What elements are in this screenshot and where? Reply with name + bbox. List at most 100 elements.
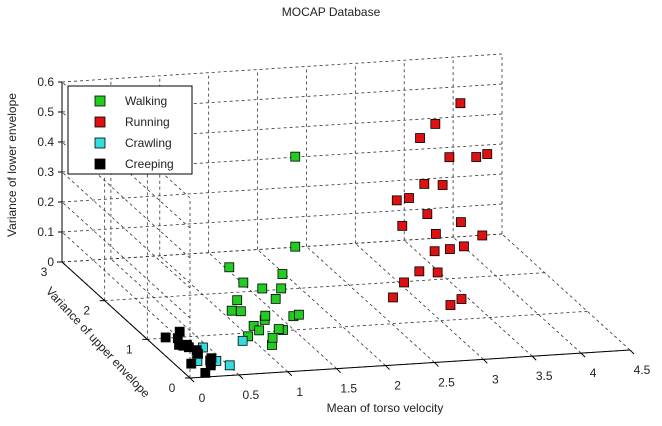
x-tick-label: 2	[394, 379, 401, 393]
legend-label: Walking	[125, 94, 167, 108]
x-tick-label: 1.5	[340, 382, 357, 396]
y-tick-label: 3	[41, 265, 48, 279]
point	[391, 195, 402, 206]
point	[445, 244, 455, 255]
z-tick-label: 0.4	[37, 135, 54, 149]
x-tick-label: 0	[199, 391, 206, 405]
point	[193, 348, 203, 359]
z-axis-label: Variance of lower envelope	[5, 93, 19, 237]
chart-title: MOCAP Database	[282, 5, 381, 19]
legend-marker	[94, 95, 106, 107]
x-tick-label: 4	[590, 366, 597, 380]
point	[237, 335, 248, 346]
point	[432, 267, 443, 278]
point	[430, 228, 441, 239]
x-axis-label: Mean of torso velocity	[327, 401, 444, 415]
x-tick	[385, 365, 390, 370]
x-tick-label: 0.5	[243, 388, 260, 402]
x-tick	[580, 352, 586, 358]
point	[419, 179, 430, 189]
point	[267, 332, 278, 343]
point	[276, 283, 287, 294]
point	[388, 292, 398, 303]
grid-line	[110, 258, 240, 376]
legend-box	[67, 85, 193, 175]
x-tick	[531, 355, 537, 361]
grid-line	[257, 249, 386, 366]
point	[471, 152, 482, 162]
point	[415, 133, 425, 143]
grid-line	[61, 173, 503, 203]
point	[397, 220, 408, 231]
point	[200, 367, 211, 378]
point	[270, 293, 281, 304]
x-tick	[434, 362, 439, 367]
z-tick-label: 0.5	[37, 105, 54, 119]
point	[456, 294, 467, 304]
grid-line	[306, 246, 435, 363]
point	[414, 266, 425, 277]
legend-label: Crawling	[125, 136, 172, 150]
point	[260, 310, 271, 321]
point	[160, 332, 171, 343]
x-tick	[189, 377, 195, 383]
y-axis	[61, 261, 191, 379]
point	[293, 309, 304, 320]
point	[477, 230, 488, 241]
x-tick	[238, 374, 244, 380]
grid-line	[61, 233, 503, 263]
point	[235, 306, 246, 317]
x-tick	[336, 368, 342, 374]
x-tick-label: 2.5	[438, 375, 455, 389]
point	[482, 149, 493, 159]
point	[456, 217, 466, 228]
x-tick-label: 1	[296, 385, 303, 399]
point	[290, 241, 301, 252]
point	[404, 193, 414, 203]
point	[186, 358, 197, 369]
grid-line	[104, 272, 545, 302]
point	[444, 152, 455, 163]
point	[238, 277, 249, 288]
grid-line	[403, 239, 533, 357]
y-axis-label: Variance of upper envelope	[43, 284, 153, 400]
point	[174, 326, 185, 337]
x-tick	[629, 349, 635, 355]
x-tick-label: 3	[492, 372, 499, 386]
x-tick-label: 4.5	[634, 363, 651, 377]
grid-line	[355, 243, 484, 360]
x-tick-label: 3.5	[536, 369, 553, 383]
point	[430, 119, 441, 129]
point	[399, 277, 409, 288]
z-tick-label: 0.6	[37, 75, 54, 89]
y-tick-label: 1	[126, 342, 133, 356]
x-tick	[482, 358, 488, 364]
legend-label: Creeping	[125, 157, 174, 171]
grid-line	[147, 310, 588, 340]
point	[437, 180, 448, 190]
legend-marker	[94, 137, 106, 149]
y-tick-label: 2	[83, 304, 90, 318]
legend-marker	[94, 116, 106, 128]
point	[257, 283, 268, 294]
grid-line	[159, 255, 289, 373]
grid-line	[61, 171, 191, 289]
z-tick-label: 0.1	[37, 225, 54, 239]
x-tick	[287, 371, 293, 377]
point	[182, 339, 192, 350]
z-tick-label: 0	[47, 255, 54, 269]
grid-line	[61, 201, 191, 319]
z-tick-label: 0.2	[37, 195, 54, 209]
y-tick-label: 0	[169, 381, 176, 395]
point	[224, 262, 235, 273]
point	[445, 300, 456, 310]
point	[455, 98, 466, 109]
point	[205, 360, 216, 371]
point	[277, 269, 288, 279]
point	[226, 305, 237, 316]
grid-line	[61, 141, 191, 259]
grid-line	[61, 231, 191, 349]
x-axis	[189, 349, 631, 379]
point	[429, 246, 440, 257]
